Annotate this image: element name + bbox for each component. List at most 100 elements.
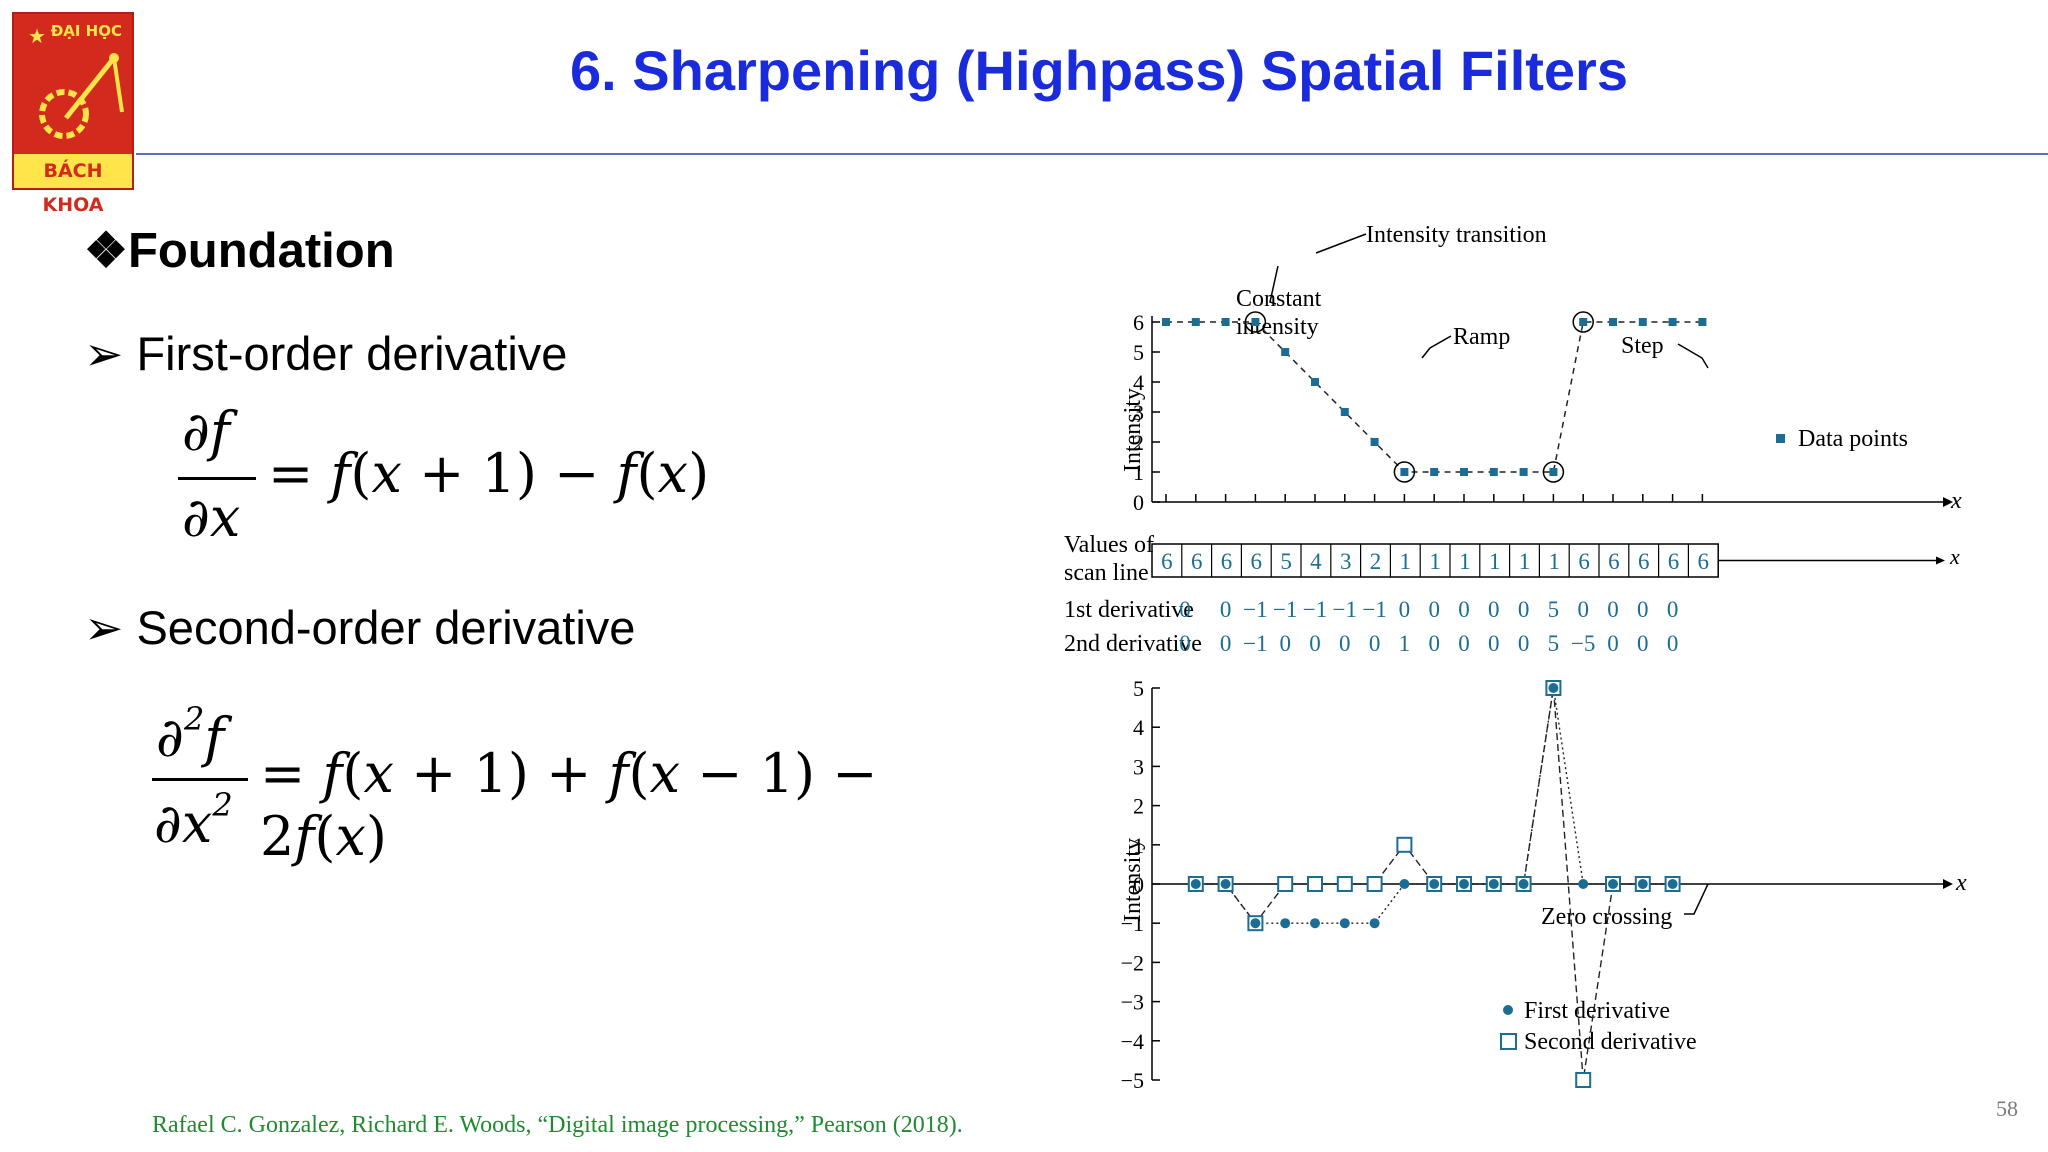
- first-derivative-point: [1459, 879, 1469, 889]
- first-derivative-value: 0: [1518, 597, 1530, 622]
- first-derivative-value: 0: [1399, 597, 1411, 622]
- section-heading: ❖Foundation: [84, 222, 395, 279]
- second-derivative-value: 0: [1279, 631, 1291, 656]
- table-row-label-second: 2nd derivative: [1064, 631, 1202, 657]
- second-derivative-value: 0: [1458, 631, 1470, 656]
- top-y-tick-label: 5: [1133, 340, 1144, 365]
- scan-line-value: 6: [1608, 549, 1620, 574]
- second-derivative-value: 0: [1339, 631, 1351, 656]
- bottom-y-tick-label: −2: [1121, 950, 1144, 975]
- first-order-label: First-order derivative: [136, 327, 568, 380]
- first-derivative-point: [1339, 918, 1350, 929]
- second-derivative-value: 0: [1309, 631, 1321, 656]
- second-derivative-value: 0: [1179, 631, 1191, 656]
- transition-circle: [1393, 461, 1416, 483]
- title-divider: [136, 153, 2048, 155]
- first-derivative-value: 0: [1607, 597, 1619, 622]
- second-derivative-value: 0: [1607, 631, 1619, 656]
- bottom-x-axis-label: x: [1955, 870, 1967, 896]
- first-derivative-point: [1190, 879, 1201, 889]
- scan-line-value: 1: [1549, 549, 1561, 574]
- scan-line-value: 3: [1340, 549, 1352, 574]
- bottom-y-tick-label: −3: [1121, 990, 1144, 1015]
- data-point: [1400, 468, 1409, 476]
- first-derivative-point: [1310, 918, 1320, 929]
- first-derivative-value: 0: [1488, 597, 1500, 622]
- second-order-label: Second-order derivative: [136, 601, 636, 654]
- university-logo: ★ ĐẠI HỌC BÁCH KHOA: [12, 12, 134, 216]
- data-point: [1579, 318, 1588, 326]
- first-derivative-point: [1608, 879, 1618, 889]
- top-y-axis-label: Intensity: [1120, 388, 1146, 472]
- bottom-y-tick-label: 3: [1133, 754, 1144, 779]
- first-derivative-value: −1: [1243, 597, 1267, 622]
- logo-top-text: ĐẠI HỌC: [50, 22, 122, 40]
- second-derivative-point: [1575, 1072, 1592, 1088]
- scan-line-box: [1151, 543, 1719, 578]
- second-derivative-value: 0: [1667, 631, 1679, 656]
- data-point: [1370, 438, 1379, 446]
- second-order-equation: ∂2f ∂x2 = f(x + 1) + f(x − 1) − 2f(x): [152, 700, 878, 868]
- first-derivative-point: [1250, 918, 1261, 929]
- arrow-bullet-icon: ➢: [84, 601, 137, 654]
- top-y-tick-label: 0: [1133, 490, 1144, 515]
- annotation-constant-intensity: Constant intensity: [1236, 286, 1322, 340]
- first-derivative-point: [1518, 879, 1529, 889]
- top-y-tick-label: 2: [1133, 430, 1144, 455]
- slide-title: 6. Sharpening (Highpass) Spatial Filters: [570, 39, 1628, 102]
- scan-line-value: 6: [1251, 549, 1263, 574]
- legend-data-points: Data points: [1798, 426, 1908, 452]
- first-derivative-value: −1: [1362, 597, 1386, 622]
- legend-first-derivative: First derivative: [1524, 998, 1670, 1024]
- scan-line-value: 1: [1519, 549, 1531, 574]
- first-derivative-value: −1: [1333, 597, 1357, 622]
- transition-circle: [1542, 461, 1565, 483]
- derivative-figure: Intensity x Intensity transition Constan…: [1064, 222, 1967, 1093]
- scan-line-value: 6: [1638, 549, 1650, 574]
- second-derivative-point: [1277, 876, 1294, 892]
- scan-line-value: 6: [1578, 549, 1590, 574]
- transition-circle: [1244, 311, 1267, 333]
- data-point: [1251, 318, 1260, 326]
- scan-line-value: 6: [1668, 549, 1680, 574]
- bottom-y-tick-label: 0: [1133, 872, 1144, 897]
- table-row-label-first: 1st derivative: [1064, 597, 1194, 623]
- second-derivative-value: 5: [1548, 631, 1560, 656]
- data-point: [1549, 468, 1558, 476]
- first-derivative-point: [1488, 879, 1499, 889]
- page-number: 58: [1996, 1096, 2018, 1121]
- bottom-y-tick-label: 1: [1133, 833, 1144, 858]
- top-y-tick-label: 6: [1133, 310, 1144, 335]
- data-point: [1340, 408, 1349, 416]
- first-derivative-point: [1578, 879, 1589, 889]
- first-derivative-point: [1399, 879, 1410, 889]
- first-order-heading: ➢ First-order derivative: [84, 326, 567, 382]
- scan-line-value: 6: [1221, 549, 1233, 574]
- annotation-leader-lines: [1269, 233, 1709, 369]
- first-derivative-point: [1548, 683, 1559, 693]
- second-derivative-value: −1: [1243, 631, 1267, 656]
- second-derivative-value: 1: [1399, 631, 1411, 656]
- first-derivative-value: 0: [1667, 597, 1679, 622]
- top-x-axis-arrow: [1943, 497, 1953, 507]
- first-derivative-point: [1369, 918, 1380, 929]
- legend-second-derivative: Second derivative: [1524, 1029, 1697, 1055]
- top-y-tick-label: 1: [1133, 460, 1144, 485]
- data-point: [1430, 468, 1439, 476]
- scan-line-value: 1: [1459, 549, 1471, 574]
- scan-line-value: 1: [1489, 549, 1501, 574]
- scan-line-value: 1: [1429, 549, 1441, 574]
- second-derivative-value: 0: [1488, 631, 1500, 656]
- data-point: [1191, 318, 1200, 326]
- table-arrow-head: [1936, 556, 1945, 565]
- zero-crossing-leader: [1684, 883, 1709, 915]
- first-derivative-value: −1: [1303, 597, 1327, 622]
- second-derivative-value: 0: [1369, 631, 1381, 656]
- second-derivative-value: 0: [1637, 631, 1649, 656]
- bottom-x-axis-arrow: [1943, 879, 1953, 889]
- bottom-y-tick-label: 2: [1133, 794, 1144, 819]
- scan-line-value: 6: [1161, 549, 1173, 574]
- top-y-tick-label: 3: [1133, 400, 1144, 425]
- first-derivative-point: [1280, 918, 1291, 929]
- second-derivative-value: −5: [1571, 631, 1595, 656]
